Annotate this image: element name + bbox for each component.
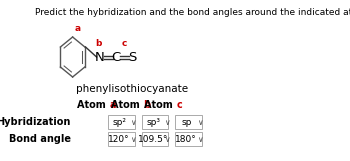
Text: Bond angle: Bond angle [8, 134, 70, 144]
Text: Hybridization: Hybridization [0, 117, 70, 127]
Text: sp³: sp³ [147, 118, 161, 127]
Text: a: a [109, 100, 116, 110]
Text: Atom: Atom [144, 100, 176, 110]
Text: ∨: ∨ [163, 134, 169, 143]
Text: C: C [112, 51, 121, 63]
Text: Atom: Atom [111, 100, 143, 110]
Text: Atom: Atom [77, 100, 109, 110]
Text: sp: sp [182, 118, 192, 127]
Text: S: S [128, 51, 137, 63]
Text: 120°: 120° [108, 134, 130, 143]
FancyBboxPatch shape [142, 132, 168, 146]
Text: ∨: ∨ [130, 134, 135, 143]
Text: b: b [143, 100, 150, 110]
FancyBboxPatch shape [108, 132, 135, 146]
Text: b: b [95, 39, 101, 48]
Text: ∨: ∨ [163, 118, 169, 127]
Text: Predict the hybridization and the bond angles around the indicated atoms.: Predict the hybridization and the bond a… [35, 8, 350, 17]
Text: ∨: ∨ [197, 134, 202, 143]
Text: c: c [121, 39, 127, 48]
Text: 180°: 180° [175, 134, 197, 143]
Text: sp²: sp² [113, 118, 127, 127]
Text: ∨: ∨ [197, 118, 202, 127]
FancyBboxPatch shape [175, 115, 202, 129]
FancyBboxPatch shape [142, 115, 168, 129]
Text: a: a [75, 24, 81, 33]
Text: phenylisothiocyanate: phenylisothiocyanate [76, 84, 188, 94]
FancyBboxPatch shape [108, 115, 135, 129]
FancyBboxPatch shape [175, 132, 202, 146]
Text: 109.5°: 109.5° [138, 134, 168, 143]
Text: ∨: ∨ [130, 118, 135, 127]
Text: c: c [176, 100, 182, 110]
Text: N: N [95, 51, 105, 63]
